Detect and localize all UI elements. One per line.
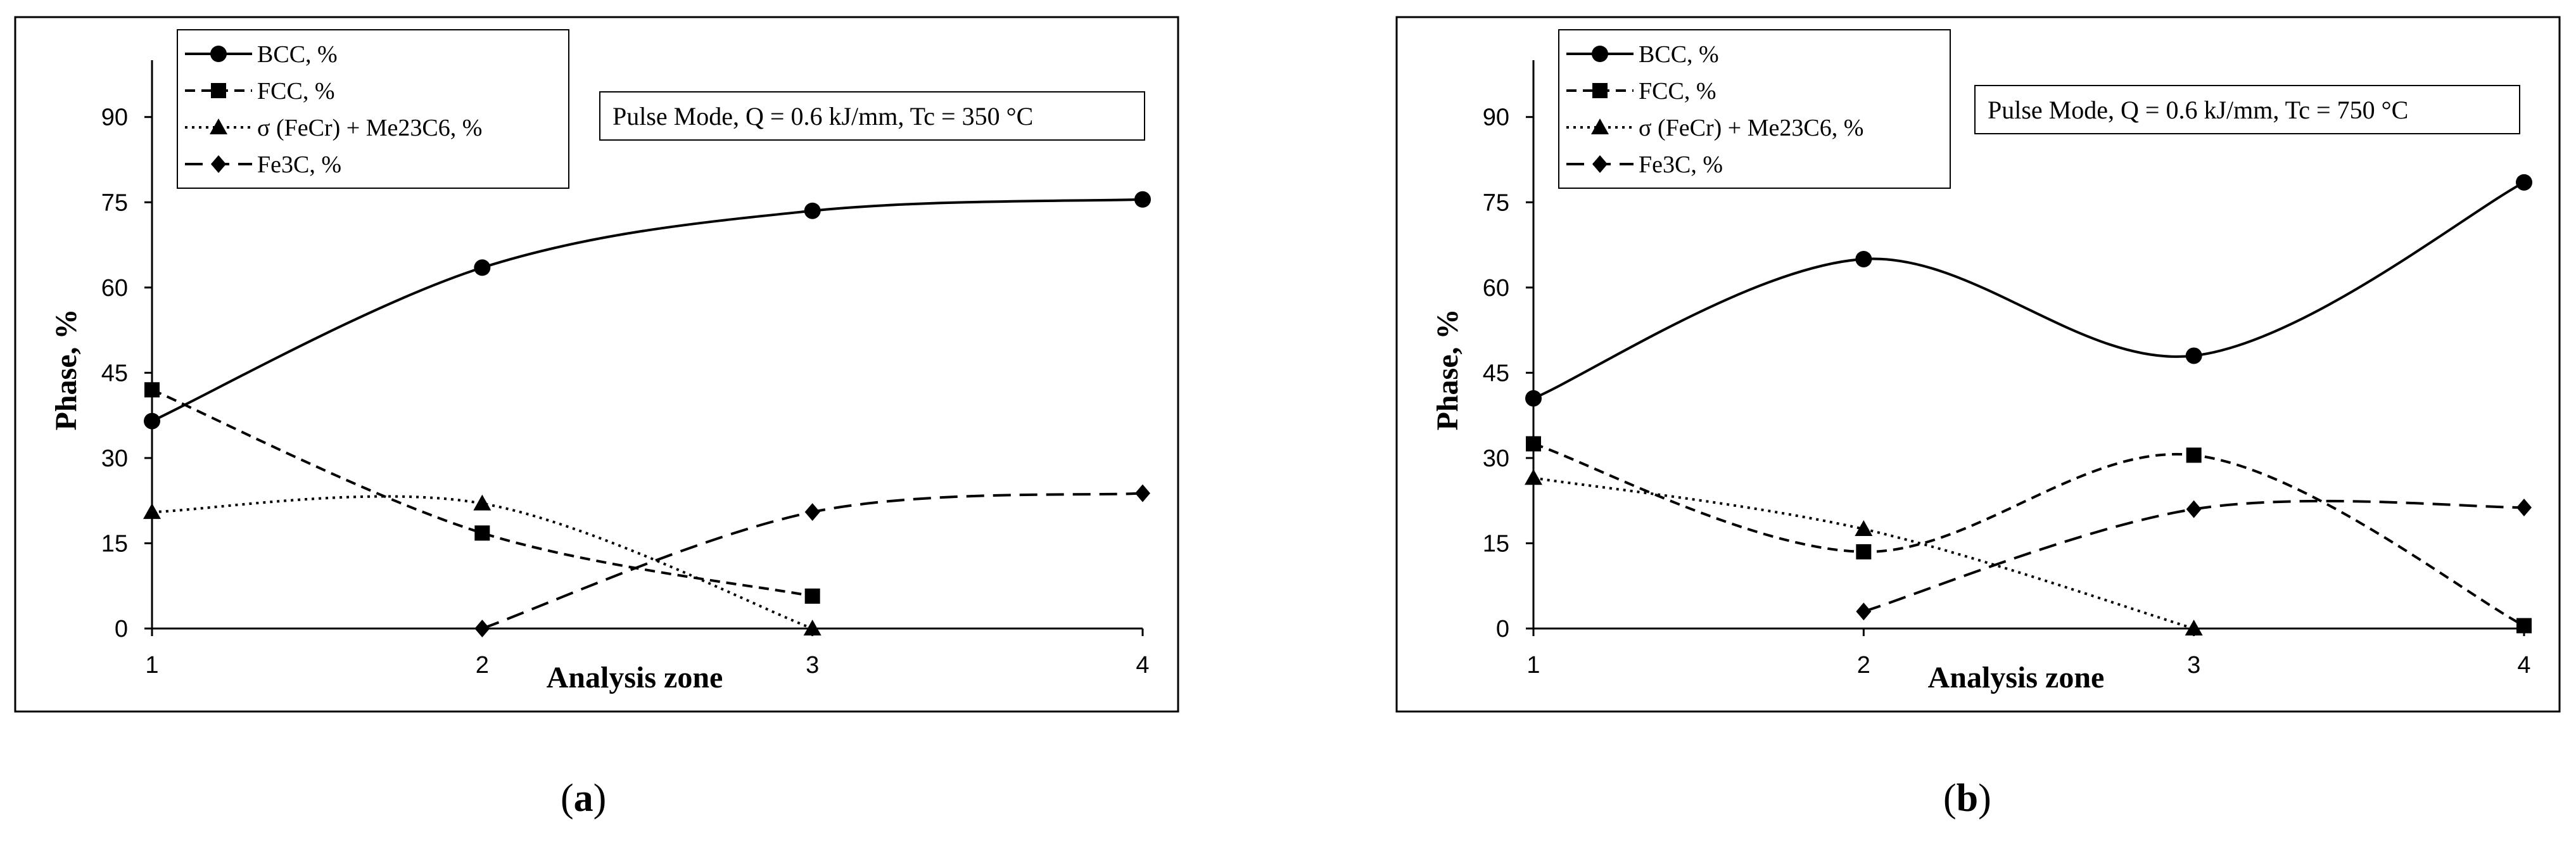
chart-b-point-diamond	[2516, 498, 2532, 516]
chart-b-point-diamond	[2186, 500, 2202, 518]
chart-a-legend: BCC, % FCC, % σ (FeCr) + Me23C6, % Fe3C, %	[177, 29, 569, 189]
chart-a-series-diamond	[474, 484, 1150, 637]
chart-b-y-tick-label: 15	[1483, 530, 1509, 557]
chart-a-point-diamond	[474, 620, 490, 637]
chart-a-x-tick-label: 4	[1136, 652, 1149, 679]
chart-a-series-line-circle	[151, 198, 1143, 423]
chart-b-series-line-square	[1533, 442, 2525, 627]
chart-a-point-circle	[144, 412, 160, 430]
chart-b-x-tick-label: 2	[1857, 652, 1870, 679]
chart-a-point-circle	[1134, 191, 1151, 208]
chart-b-point-triangle	[2185, 620, 2203, 635]
chart-b-series-line-circle	[1533, 181, 2525, 400]
chart-a-y-tick-label: 0	[115, 616, 128, 642]
chart-a-y-tick-label: 60	[101, 275, 128, 302]
chart-a-y-tick-label: 90	[101, 105, 128, 131]
chart-a-series-square	[144, 382, 820, 604]
caption-b: (b)	[1943, 777, 1991, 820]
chart-b-legend-label: σ (FeCr) + Me23C6, %	[1639, 115, 1863, 141]
chart-b-series-triangle	[1525, 469, 2203, 635]
chart-a-point-square	[804, 588, 820, 604]
chart-a-annotation: Pulse Mode, Q = 0.6 kJ/mm, Tc = 350 °C	[612, 102, 1033, 131]
chart-a-y-tick-label: 30	[101, 445, 128, 472]
chart-a-point-triangle	[143, 503, 161, 520]
chart-b-series-diamond	[1856, 498, 2532, 621]
chart-b-point-square	[2186, 447, 2202, 463]
caption-letter-b: b	[1956, 777, 1979, 820]
chart-b-y-axis-label: Phase, %	[1431, 309, 1464, 431]
chart-a-point-square	[474, 525, 490, 541]
chart-b-legend-box	[1558, 29, 1951, 189]
chart-b-point-circle	[2516, 174, 2532, 191]
chart-b-annotation: Pulse Mode, Q = 0.6 kJ/mm, Tc = 750 °C	[1988, 96, 2408, 124]
chart-a-legend-marker-triangle	[210, 118, 227, 134]
chart-a-point-diamond	[804, 503, 820, 521]
chart-b-legend-marker-circle	[1592, 46, 1608, 62]
chart-a-y-tick-label: 45	[101, 360, 128, 386]
chart-a-x-axis-label: Analysis zone	[547, 661, 723, 694]
chart-a-x-tick-label: 1	[145, 652, 158, 679]
chart-a-legend-label: Fe3C, %	[257, 151, 341, 178]
chart-a-y-tick-label: 15	[101, 530, 128, 557]
chart-a-point-circle	[474, 259, 491, 276]
chart-a-series-triangle	[143, 494, 822, 635]
chart-b-point-diamond	[1856, 603, 1872, 621]
chart-panel-a: 0 15 30 45 60 75 90 1 2 3 4 Analysis zone Phase, % BC…	[14, 16, 1179, 713]
chart-a-legend-marker-circle	[210, 46, 227, 62]
chart-b-y-tick-label: 45	[1483, 360, 1509, 386]
chart-b-annotation-box	[1974, 85, 2520, 134]
chart-b-point-square	[1526, 436, 1541, 452]
chart-b-x-tick-label: 3	[2187, 652, 2200, 679]
chart-b-point-circle	[2185, 347, 2202, 364]
chart-a-point-diamond	[1135, 484, 1150, 502]
caption-a: (a)	[561, 777, 607, 820]
chart-a-point-circle	[804, 202, 821, 219]
chart-b-series-circle	[1525, 174, 2532, 407]
chart-a-annotation-box	[599, 91, 1145, 141]
chart-a-legend-marker-diamond	[211, 155, 226, 173]
chart-b-point-circle	[1525, 390, 1542, 407]
chart-b-x-tick-label: 1	[1526, 652, 1540, 679]
chart-a-point-triangle	[473, 494, 492, 511]
chart-b-y-tick-label: 90	[1483, 105, 1509, 131]
caption-letter-a: a	[573, 777, 593, 820]
chart-b-series-line-triangle	[1533, 476, 2195, 630]
chart-b-point-triangle	[1525, 469, 1542, 485]
chart-a-y-tick-label: 75	[101, 189, 128, 216]
chart-b-y-tick-label: 75	[1483, 189, 1509, 216]
chart-b-series-square	[1526, 436, 2532, 634]
chart-a-x-tick-label: 2	[476, 652, 489, 679]
chart-b-point-triangle	[1855, 520, 1873, 537]
chart-a-legend-label: FCC, %	[257, 78, 334, 105]
chart-a-series-circle	[144, 191, 1151, 430]
chart-b-point-square	[2516, 618, 2532, 634]
chart-b-y-tick-label: 30	[1483, 445, 1509, 472]
chart-a-y-axis-label: Phase, %	[49, 309, 83, 431]
chart-a-legend-label: BCC, %	[257, 41, 338, 68]
chart-b-y-tick-label: 0	[1496, 616, 1509, 642]
chart-a: 0 15 30 45 60 75 90 1 2 3 4 Analysis zone Phase, % BC…	[14, 16, 1179, 713]
chart-b: 0 15 30 45 60 75 90 1 2 3 4 Analysis zone Phase, % BC…	[1395, 16, 2561, 713]
chart-panel-b: 0 15 30 45 60 75 90 1 2 3 4 Analysis zone Phase, % BC…	[1395, 16, 2561, 713]
chart-b-legend-marker-square	[1592, 83, 1608, 98]
chart-a-point-triangle	[803, 620, 822, 635]
chart-b-legend: BCC, % FCC, % σ (FeCr) + Me23C6, % Fe3C, %	[1558, 29, 1951, 189]
chart-b-point-circle	[1855, 250, 1872, 267]
chart-b-legend-label: BCC, %	[1639, 41, 1719, 68]
chart-b-y-tick-label: 60	[1483, 275, 1509, 302]
chart-b-legend-marker-triangle	[1591, 118, 1609, 134]
chart-a-legend-label: σ (FeCr) + Me23C6, %	[257, 115, 482, 141]
chart-a-point-square	[144, 382, 160, 398]
chart-b-x-tick-label: 4	[2517, 652, 2530, 679]
chart-b-point-square	[1856, 544, 1872, 559]
chart-b-legend-label: Fe3C, %	[1639, 151, 1723, 178]
chart-a-x-tick-label: 3	[806, 652, 819, 679]
chart-a-series-line-triangle	[151, 495, 813, 630]
chart-b-legend-marker-diamond	[1592, 155, 1608, 173]
chart-a-legend-marker-square	[211, 83, 226, 98]
chart-a-legend-box	[177, 29, 569, 189]
chart-b-legend-label: FCC, %	[1639, 78, 1716, 105]
chart-b-x-axis-label: Analysis zone	[1928, 661, 2105, 694]
chart-a-series-line-square	[151, 388, 813, 597]
